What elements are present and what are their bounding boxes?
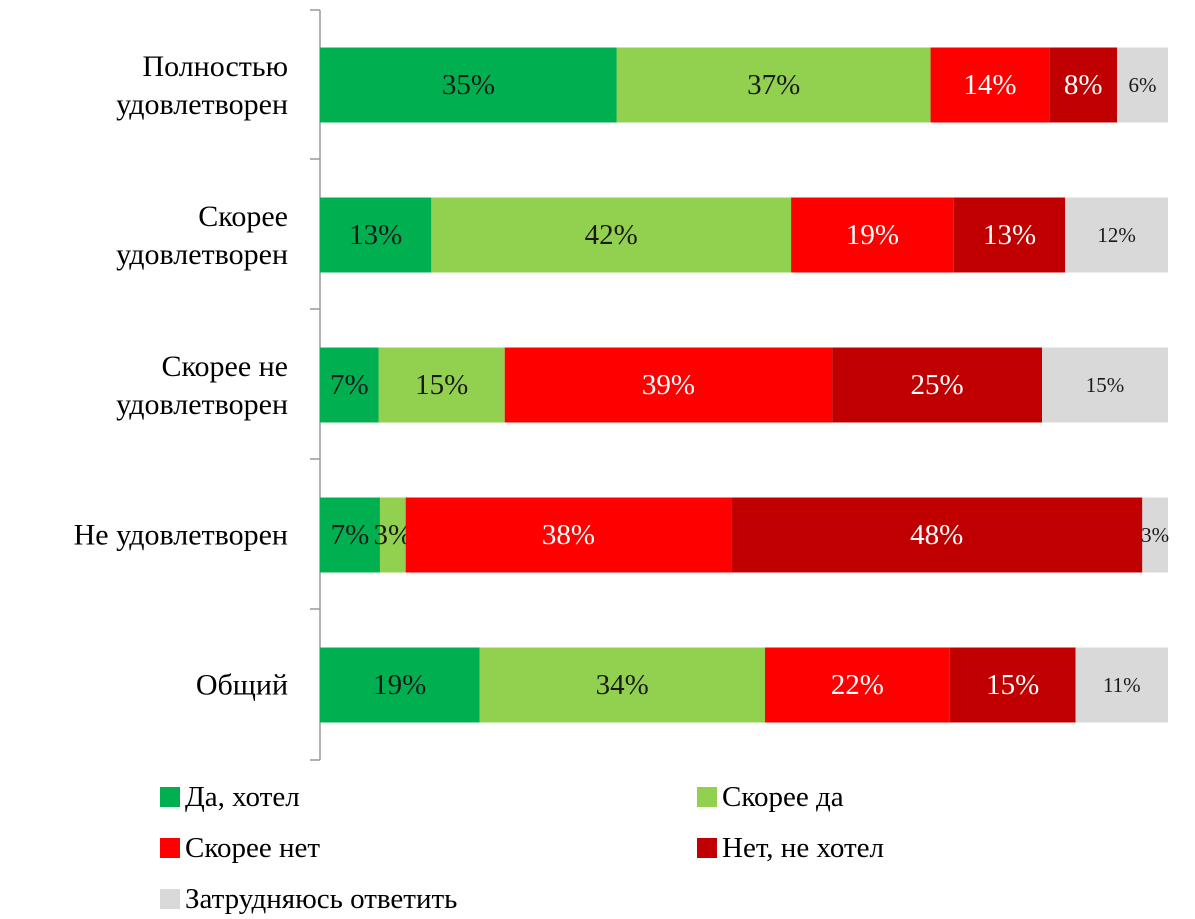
data-label: 7% xyxy=(331,519,370,551)
data-label: 38% xyxy=(542,519,595,551)
bar-segment xyxy=(616,47,931,123)
data-label: 15% xyxy=(986,669,1039,701)
bar-segment xyxy=(1117,47,1168,123)
bar-segment xyxy=(504,347,833,423)
bar-segment xyxy=(949,647,1076,723)
data-label: 13% xyxy=(983,219,1036,251)
data-label: 14% xyxy=(963,69,1016,101)
bar-segment xyxy=(320,647,480,723)
data-label: 3% xyxy=(1141,523,1169,547)
data-label: 13% xyxy=(349,219,402,251)
data-label: 34% xyxy=(596,669,649,701)
bar-segment xyxy=(431,197,792,273)
data-label: 6% xyxy=(1129,73,1157,97)
data-label: 25% xyxy=(911,369,964,401)
data-label: 12% xyxy=(1097,223,1136,247)
bar-segment xyxy=(1075,647,1168,723)
data-label: 8% xyxy=(1064,69,1103,101)
y-tick-label: Скорее удовлетворен xyxy=(116,200,288,271)
bar-segment xyxy=(379,497,406,573)
bar-segment xyxy=(764,647,950,723)
data-label: 19% xyxy=(846,219,899,251)
data-label: 7% xyxy=(330,369,369,401)
legend-label: Нет, не хотел xyxy=(722,832,884,864)
bar-segment xyxy=(1042,347,1168,423)
bar-segment xyxy=(320,47,617,123)
legend-label: Скорее нет xyxy=(185,832,320,864)
bar-segment xyxy=(378,347,505,423)
bar-segment xyxy=(479,647,765,723)
legend-label: Скорее да xyxy=(722,781,844,813)
data-label: 15% xyxy=(415,369,468,401)
y-tick-label: Полностью удовлетворен xyxy=(116,50,288,121)
bar-segment xyxy=(930,47,1050,123)
bar-segment xyxy=(791,197,954,273)
y-tick-label: Общий xyxy=(196,669,288,702)
data-label: 39% xyxy=(642,369,695,401)
bar-segment xyxy=(832,347,1043,423)
legend-swatch xyxy=(160,787,180,807)
data-label: 42% xyxy=(585,219,638,251)
bar-segment xyxy=(405,497,732,573)
data-label: 48% xyxy=(910,519,963,551)
bar-segment xyxy=(1065,197,1168,273)
data-label: 11% xyxy=(1103,673,1141,697)
data-label: 19% xyxy=(373,669,426,701)
legend-label: Да, хотел xyxy=(185,781,300,813)
bar-segment xyxy=(320,347,379,423)
bar-segment xyxy=(1142,497,1168,573)
bar-segment xyxy=(953,197,1066,273)
legend-swatch xyxy=(160,838,180,858)
legend-swatch xyxy=(697,787,717,807)
axis xyxy=(310,9,321,761)
bar-segment xyxy=(320,197,432,273)
legend-swatch xyxy=(160,889,180,909)
legend-label: Затрудняюсь ответить xyxy=(185,883,457,915)
y-tick-label: Не удовлетворен xyxy=(74,519,288,552)
y-tick-label: Скорее не удовлетворен xyxy=(116,350,288,421)
data-label: 35% xyxy=(442,69,495,101)
bar-segment xyxy=(1049,47,1118,123)
bar-segment xyxy=(320,497,380,573)
data-label: 22% xyxy=(831,669,884,701)
bar-segment xyxy=(731,497,1143,573)
data-label: 37% xyxy=(747,69,800,101)
data-label: 15% xyxy=(1086,373,1125,397)
legend-swatch xyxy=(697,838,717,858)
